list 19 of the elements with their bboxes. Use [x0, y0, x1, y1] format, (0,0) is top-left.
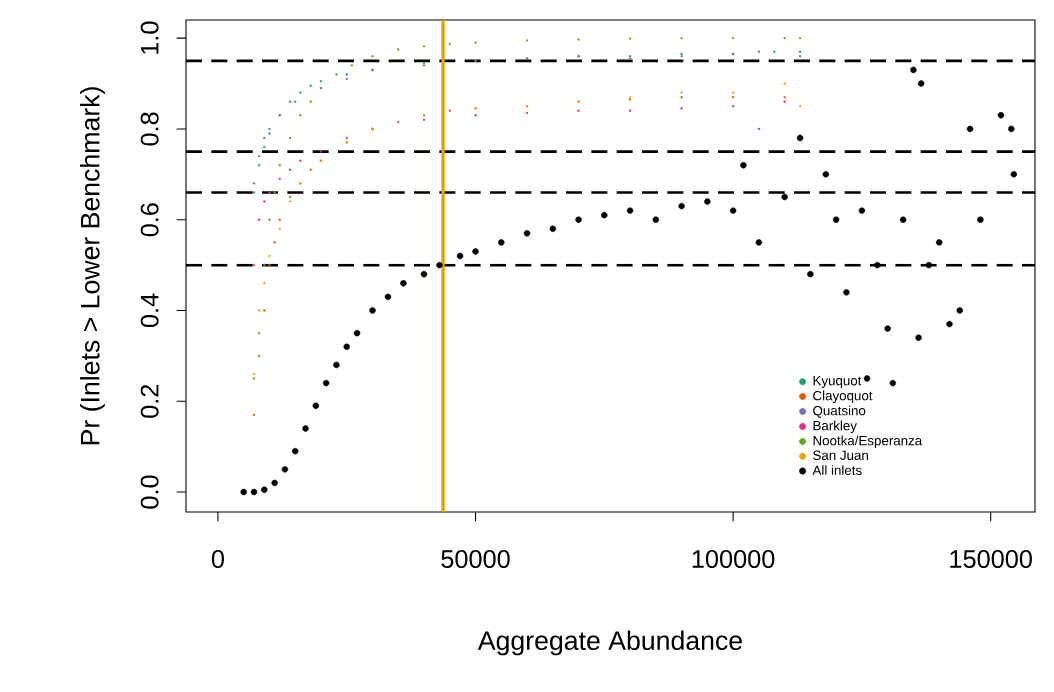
y-tick-label: 1.0 — [140, 21, 159, 54]
y-tick-label: 0.0 — [140, 475, 159, 509]
x-tick-label: 150000 — [950, 550, 1032, 568]
legend-label: Barkley — [813, 420, 857, 433]
y-tick-label: 0.4 — [140, 293, 159, 328]
y-tick-label: 0.8 — [140, 112, 159, 146]
legend-label: Kyuquot — [813, 376, 862, 389]
legend-label: Quatsino — [813, 405, 866, 418]
legend-label: San Juan — [813, 450, 868, 460]
legend-label: Nootka/Esperanza — [813, 435, 923, 448]
x-axis-title: Aggregate Abundance — [477, 630, 742, 656]
y-tick-label: 0.2 — [140, 384, 159, 418]
y-axis-title: Pr (Inlets > Lower Benchmark) — [80, 87, 105, 445]
x-tick-label: 100000 — [692, 550, 775, 568]
legend-label: Clayoquot — [813, 390, 873, 404]
legend-label: All inlets — [812, 465, 862, 475]
x-tick-label: 50000 — [441, 550, 510, 568]
y-tick-label: 0.6 — [140, 203, 159, 237]
x-tick-label: 0 — [211, 550, 224, 568]
